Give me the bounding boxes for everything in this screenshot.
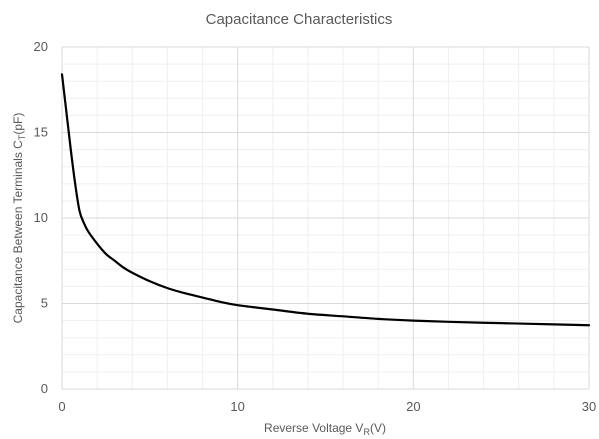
- tick-labels: 0 10 20 30 0 5 10 15 20: [34, 39, 597, 414]
- series-layer: [60, 73, 591, 327]
- x-tick-label: 10: [230, 399, 244, 414]
- x-tick-label: 20: [406, 399, 420, 414]
- y-tick-label: 5: [41, 296, 48, 311]
- y-tick-label: 0: [41, 381, 48, 396]
- x-tick-label: 0: [58, 399, 65, 414]
- y-tick-label: 20: [34, 39, 48, 54]
- x-axis-label: Reverse Voltage VR(V): [264, 421, 386, 437]
- y-axis-label: Capacitance Between Terminals CT(pF): [11, 113, 27, 324]
- x-tick-label: 30: [582, 399, 596, 414]
- y-tick-label: 10: [34, 210, 48, 225]
- plot-grid: [61, 46, 590, 390]
- series-line: [60, 73, 591, 327]
- chart-title: Capacitance Characteristics: [206, 11, 393, 28]
- y-tick-label: 15: [34, 125, 48, 140]
